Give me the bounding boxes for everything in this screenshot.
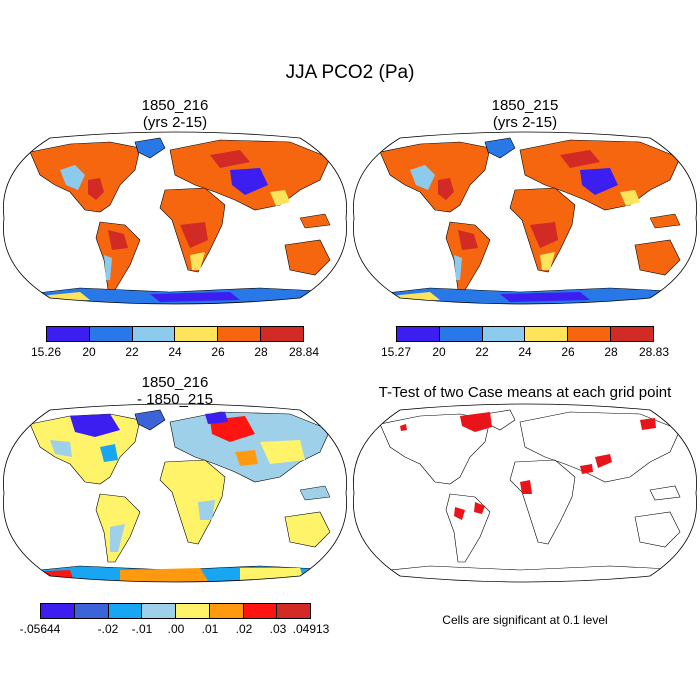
panel-4-title-line1: T-Test of two Case means at each grid po… bbox=[378, 384, 672, 401]
colorbar-3-tick: .03 bbox=[269, 622, 287, 636]
colorbar-2-swatch-4 bbox=[525, 327, 569, 341]
colorbar-3-swatch-2 bbox=[74, 604, 109, 618]
main-title: JJA PCO2 (Pa) bbox=[285, 62, 415, 83]
panel-2-title: 1850_215 (yrs 2-15) bbox=[390, 97, 660, 131]
colorbar-3-swatch-6 bbox=[209, 604, 244, 618]
colorbar-1-swatch-5 bbox=[218, 327, 262, 341]
colorbar-2-tick: 26 bbox=[561, 345, 575, 359]
panel-1-title-line2: (yrs 2-15) bbox=[142, 114, 208, 131]
colorbar-2 bbox=[396, 326, 654, 342]
colorbar-2-swatch-5 bbox=[568, 327, 612, 341]
colorbar-3-tick: -.01 bbox=[131, 622, 153, 636]
colorbar-2-swatch-3 bbox=[482, 327, 526, 341]
colorbar-3-tick: .00 bbox=[167, 622, 185, 636]
colorbar-2-tick: 22 bbox=[475, 345, 489, 359]
colorbar-3-swatch-3 bbox=[108, 604, 143, 618]
colorbar-2-tick: 28.83 bbox=[638, 345, 670, 359]
colorbar-3 bbox=[40, 603, 311, 619]
panel-1-title: 1850_216 (yrs 2-15) bbox=[40, 97, 310, 131]
colorbar-1-swatch-2 bbox=[89, 327, 133, 341]
colorbar-2-tick: 15.27 bbox=[380, 345, 412, 359]
colorbar-1-tick: 28 bbox=[254, 345, 268, 359]
panel-3-title-line1: 1850_216 bbox=[141, 374, 209, 391]
colorbar-1-swatch-1 bbox=[47, 327, 90, 341]
colorbar-3-swatch-1 bbox=[41, 604, 75, 618]
colorbar-2-tick: 20 bbox=[432, 345, 446, 359]
colorbar-2-swatch-1 bbox=[397, 327, 440, 341]
map-panel-4 bbox=[352, 403, 698, 583]
panel-1-title-line1: 1850_216 bbox=[141, 97, 209, 114]
colorbar-1-tick: 26 bbox=[211, 345, 225, 359]
colorbar-2-tick: 24 bbox=[518, 345, 532, 359]
significance-note: Cells are significant at 0.1 level bbox=[442, 613, 608, 627]
map-panel-1 bbox=[2, 131, 348, 305]
colorbar-3-swatch-8 bbox=[277, 604, 310, 618]
colorbar-1-tick: 15.26 bbox=[30, 345, 62, 359]
colorbar-1 bbox=[46, 326, 304, 342]
colorbar-2-tick: 28 bbox=[604, 345, 618, 359]
colorbar-1-tick: 28.84 bbox=[288, 345, 320, 359]
colorbar-1-swatch-3 bbox=[132, 327, 176, 341]
panel-2-title-line2: (yrs 2-15) bbox=[492, 114, 558, 131]
map-panel-3 bbox=[2, 403, 348, 583]
panel-4-title: T-Test of two Case means at each grid po… bbox=[350, 384, 700, 401]
colorbar-1-swatch-6 bbox=[261, 327, 303, 341]
colorbar-3-swatch-7 bbox=[243, 604, 278, 618]
colorbar-3-tick: .01 bbox=[201, 622, 219, 636]
colorbar-3-tick: .04913 bbox=[292, 622, 330, 636]
panel-2-title-line1: 1850_215 bbox=[491, 97, 559, 114]
colorbar-3-tick: -.05644 bbox=[19, 622, 61, 636]
colorbar-3-swatch-5 bbox=[176, 604, 210, 618]
colorbar-2-swatch-6 bbox=[611, 327, 653, 341]
colorbar-3-tick: -.02 bbox=[97, 622, 119, 636]
colorbar-2-swatch-2 bbox=[439, 327, 483, 341]
colorbar-1-swatch-4 bbox=[175, 327, 219, 341]
colorbar-1-tick: 22 bbox=[125, 345, 139, 359]
map-panel-2 bbox=[352, 131, 698, 305]
colorbar-3-swatch-4 bbox=[142, 604, 176, 618]
colorbar-1-tick: 24 bbox=[168, 345, 182, 359]
colorbar-1-tick: 20 bbox=[82, 345, 96, 359]
colorbar-3-tick: .02 bbox=[235, 622, 253, 636]
